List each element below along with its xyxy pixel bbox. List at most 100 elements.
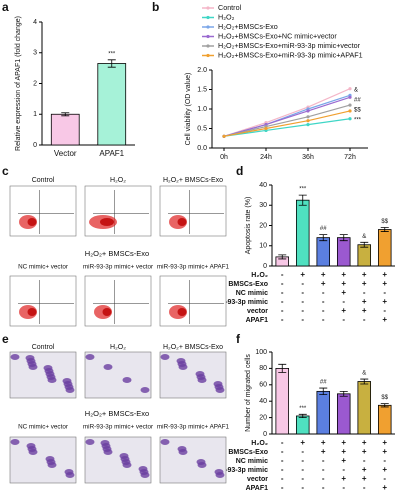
treatment-sign: - bbox=[301, 456, 304, 465]
treatment-sign: + bbox=[382, 279, 387, 288]
image-label: NC mimic+ vector bbox=[18, 424, 68, 431]
treatment-sign: - bbox=[322, 315, 325, 324]
bar bbox=[377, 229, 392, 267]
bar bbox=[50, 113, 80, 146]
treatment-label: NC mimic bbox=[236, 290, 268, 297]
bar bbox=[316, 390, 331, 435]
treatment-sign: - bbox=[281, 447, 284, 456]
significance-label: $$ bbox=[381, 395, 388, 401]
cell-cloud bbox=[27, 218, 37, 226]
image-label: H₂O₂+ BMSCs-Exo bbox=[163, 344, 223, 351]
treatment-sign: - bbox=[301, 483, 304, 492]
image bbox=[159, 436, 227, 484]
image bbox=[9, 351, 77, 399]
bar bbox=[336, 237, 351, 267]
cell bbox=[85, 354, 95, 360]
treatment-sign: + bbox=[362, 447, 367, 456]
point bbox=[264, 126, 268, 131]
y-tick-label: 20 bbox=[259, 222, 267, 229]
treatment-sign: - bbox=[322, 456, 325, 465]
image bbox=[84, 436, 152, 484]
bar bbox=[377, 404, 392, 435]
legend-label: H₂O₂+BMSCs-Exo bbox=[218, 22, 278, 31]
bar bbox=[295, 415, 310, 435]
y-tick-label: 0 bbox=[263, 263, 267, 270]
point bbox=[306, 123, 310, 127]
series-line bbox=[223, 118, 351, 137]
significance-label: ## bbox=[354, 98, 361, 104]
treatment-sign: - bbox=[322, 306, 325, 315]
y-axis-label: Relative expression of APAF1 (fold chang… bbox=[15, 16, 22, 151]
point bbox=[306, 115, 310, 119]
image bbox=[9, 275, 77, 327]
y-tick-label: 1 bbox=[33, 111, 37, 118]
significance-label: & bbox=[362, 234, 366, 240]
cell bbox=[25, 355, 35, 361]
treatment-sign: - bbox=[301, 288, 304, 297]
cell-cloud bbox=[102, 308, 112, 316]
point bbox=[348, 103, 352, 107]
treatment-sign: + bbox=[382, 465, 387, 474]
treatment-sign: + bbox=[341, 447, 346, 456]
cell bbox=[10, 439, 20, 445]
image bbox=[84, 185, 152, 237]
treatment-sign: + bbox=[382, 483, 387, 492]
cell bbox=[26, 443, 36, 449]
panel-label: f bbox=[236, 332, 241, 346]
error-bar bbox=[278, 254, 287, 260]
image-label: NC mimic+ vector bbox=[18, 264, 68, 271]
cell bbox=[100, 440, 110, 446]
series-line bbox=[223, 96, 351, 137]
group-label: H₂O₂+ BMSCs-Exo bbox=[85, 249, 149, 258]
bar bbox=[97, 63, 127, 146]
treatment-sign: + bbox=[321, 270, 326, 279]
legend-marker bbox=[206, 44, 210, 48]
treatment-sign: - bbox=[281, 483, 284, 492]
error-bar bbox=[380, 403, 389, 408]
cell bbox=[103, 364, 113, 370]
treatment-sign: + bbox=[362, 306, 367, 315]
treatment-sign: + bbox=[382, 270, 387, 279]
treatment-sign: + bbox=[362, 438, 367, 447]
treatment-sign: + bbox=[321, 279, 326, 288]
treatment-sign: + bbox=[300, 438, 305, 447]
treatment-sign: - bbox=[322, 474, 325, 483]
panel-label: a bbox=[2, 0, 9, 14]
treatment-sign: + bbox=[382, 315, 387, 324]
image-label: H₂O₂ bbox=[110, 177, 126, 184]
error-bar bbox=[278, 363, 287, 373]
treatment-label: BMSCs-Exo bbox=[228, 449, 268, 456]
point bbox=[306, 109, 310, 113]
treatment-sign: - bbox=[383, 456, 386, 465]
error-bar bbox=[298, 413, 307, 418]
error-bar bbox=[107, 59, 116, 68]
series-line bbox=[223, 88, 351, 137]
cell bbox=[45, 456, 55, 462]
treatment-sign: + bbox=[321, 438, 326, 447]
series-line bbox=[223, 104, 351, 137]
treatment-sign: + bbox=[341, 288, 346, 297]
image bbox=[159, 185, 227, 237]
image-label: H₂O₂ bbox=[110, 344, 126, 351]
significance-label: *** bbox=[299, 406, 307, 412]
treatment-sign: - bbox=[383, 306, 386, 315]
y-axis-label: Apoptosis rate (%) bbox=[245, 197, 252, 255]
y-tick-label: 30 bbox=[259, 202, 267, 209]
treatment-sign: - bbox=[281, 456, 284, 465]
y-tick-label: 40 bbox=[259, 398, 267, 405]
panel-label: b bbox=[152, 0, 159, 14]
cell bbox=[122, 377, 132, 383]
treatment-sign: - bbox=[363, 315, 366, 324]
treatment-sign: - bbox=[281, 288, 284, 297]
treatment-sign: - bbox=[281, 270, 284, 279]
treatment-sign: - bbox=[301, 447, 304, 456]
significance-label: ## bbox=[320, 380, 327, 386]
cell bbox=[214, 469, 224, 475]
error-bar bbox=[61, 112, 70, 117]
cell bbox=[119, 453, 129, 459]
treatment-sign: + bbox=[321, 447, 326, 456]
y-axis-label: Number of migrated cells bbox=[245, 354, 252, 432]
y-tick-label: 2 bbox=[33, 80, 37, 87]
cell bbox=[140, 387, 150, 393]
y-tick-label: 20 bbox=[259, 414, 267, 421]
